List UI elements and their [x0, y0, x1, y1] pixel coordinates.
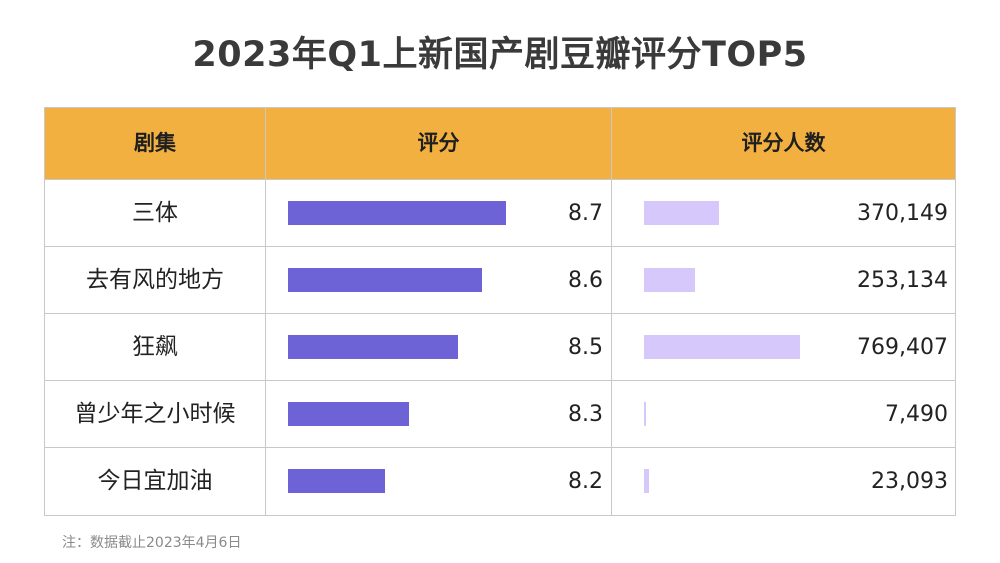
count-value: 253,134 [857, 268, 948, 293]
drama-name: 曾少年之小时候 [74, 401, 236, 427]
count-value: 23,093 [871, 469, 948, 494]
count-bar [644, 268, 696, 292]
header-score: 评分 [417, 131, 460, 155]
column-divider-1 [265, 108, 266, 515]
count-value: 769,407 [857, 335, 948, 360]
score-bar [288, 268, 482, 292]
score-bar [288, 201, 506, 225]
table-row: 今日宜加油 8.2 23,093 [45, 448, 955, 515]
table-header: 剧集 评分 评分人数 [45, 108, 955, 180]
score-value: 8.3 [568, 402, 603, 427]
table-row: 去有风的地方 8.6 253,134 [45, 247, 955, 314]
score-value: 8.6 [568, 268, 603, 293]
score-bar [288, 402, 410, 426]
column-divider-2 [611, 108, 612, 515]
drama-name: 今日宜加油 [97, 468, 213, 494]
drama-name: 狂飙 [132, 334, 178, 360]
drama-name: 三体 [132, 200, 178, 226]
chart-title: 2023年Q1上新国产剧豆瓣评分TOP5 [192, 35, 808, 75]
score-bar [288, 335, 458, 359]
count-bar [644, 335, 800, 359]
header-count: 评分人数 [741, 131, 826, 155]
header-drama: 剧集 [134, 131, 176, 155]
ranking-table: 剧集 评分 评分人数 三体 8.7 370,149 去有风的地方 8.6 253,134 狂… [44, 107, 956, 516]
drama-name: 去有风的地方 [86, 267, 224, 293]
count-bar [644, 201, 720, 225]
table-row: 曾少年之小时候 8.3 7,490 [45, 381, 955, 448]
score-value: 8.5 [568, 335, 603, 360]
score-bar [288, 469, 385, 493]
count-value: 7,490 [885, 402, 948, 427]
count-bar [644, 469, 649, 493]
score-value: 8.2 [568, 469, 603, 494]
count-value: 370,149 [857, 201, 948, 226]
score-value: 8.7 [568, 201, 603, 226]
data-note: 注：数据截止2023年4月6日 [62, 535, 242, 551]
count-bar [644, 402, 646, 426]
table-row: 狂飙 8.5 769,407 [45, 314, 955, 381]
table-row: 三体 8.7 370,149 [45, 180, 955, 247]
